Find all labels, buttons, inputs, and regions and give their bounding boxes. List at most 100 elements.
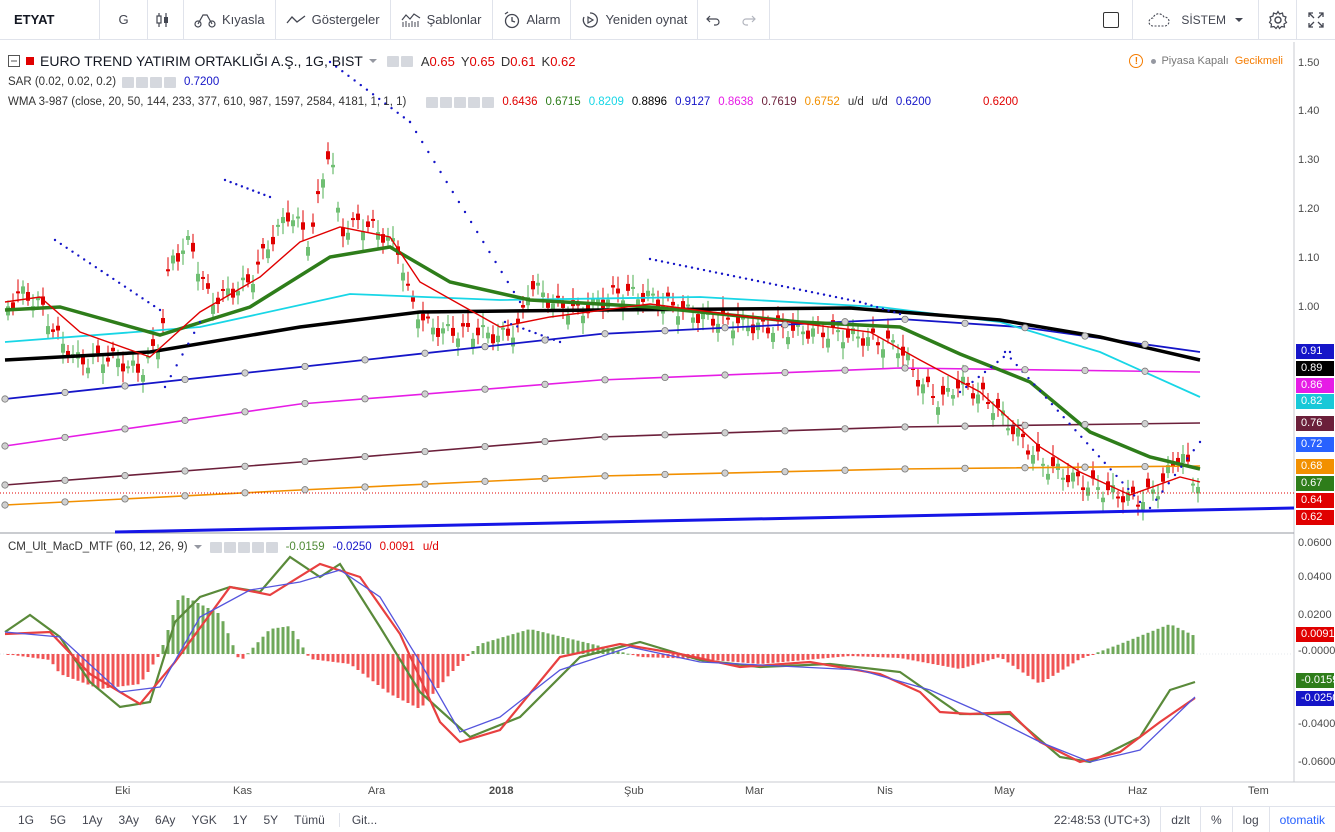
interval-button[interactable]: G (100, 0, 148, 40)
macd-bar (556, 635, 560, 654)
replay-button[interactable]: Yeniden oynat (571, 0, 699, 40)
range-6[interactable]: 1Y (232, 812, 248, 827)
sar-dot (494, 260, 497, 264)
layout-toggle[interactable] (1090, 11, 1132, 28)
range-7[interactable]: 5Y (263, 812, 279, 827)
macd-controls[interactable] (209, 541, 280, 553)
ohlc-value: 0.62 (550, 53, 576, 69)
symbol-search[interactable]: ETYAT (0, 0, 100, 40)
adjust-toggle[interactable]: dzlt (1160, 806, 1200, 832)
wma-node (1021, 421, 1029, 429)
wma-node (301, 362, 309, 371)
candle-body (1166, 465, 1170, 474)
wma-node (661, 327, 669, 335)
ohlc-k: K0.62 (542, 54, 576, 69)
macd-bar (941, 654, 945, 666)
sar-dot (1033, 383, 1036, 386)
wma-value: 0.8896 (631, 96, 668, 108)
macd-bar (361, 654, 365, 674)
candle-body (791, 321, 795, 331)
macd-bar (1051, 654, 1055, 676)
clock-label[interactable]: 22:48:53 (UTC+3) (1053, 812, 1151, 827)
range-4[interactable]: 6Ay (154, 812, 176, 827)
sar-dot (503, 320, 507, 324)
time-tick: Kas (233, 785, 252, 797)
candle-body (941, 385, 945, 395)
auto-toggle[interactable]: otomatik (1268, 806, 1335, 832)
candle-body (296, 216, 300, 219)
macd-bar (11, 654, 15, 656)
macd-bar (771, 654, 775, 663)
range-9[interactable]: Git... (338, 812, 385, 827)
caret-down-icon[interactable] (368, 58, 377, 64)
percent-toggle[interactable]: % (1199, 806, 1232, 832)
candle-body (981, 382, 985, 390)
sar-dot (881, 307, 885, 311)
log-toggle[interactable]: log (1231, 806, 1269, 832)
macd-bar (26, 654, 30, 658)
macd-label[interactable]: CM_Ult_MacD_MTF (60, 12, 26, 9) (8, 541, 188, 553)
redo-button[interactable] (734, 0, 771, 40)
range-1[interactable]: 5G (50, 812, 67, 827)
sar-dot (1015, 363, 1018, 367)
candle-body (1046, 473, 1050, 480)
alert-button[interactable]: Alarm (493, 0, 572, 40)
chart-canvas[interactable] (0, 42, 1335, 806)
sar-dot (94, 266, 98, 269)
candle-body (481, 325, 485, 328)
alarm-clock-icon (504, 10, 519, 28)
sar-dot (1062, 416, 1065, 419)
sar-label[interactable]: SAR (0.02, 0.02, 0.2) (8, 76, 117, 88)
sar-dot (433, 160, 436, 164)
range-5[interactable]: YGK (191, 812, 217, 827)
candle-body (476, 327, 480, 336)
candle-body (51, 329, 55, 332)
candle-body (236, 290, 240, 296)
candle-body (456, 338, 460, 347)
warning-icon[interactable]: ! (1129, 54, 1144, 68)
macd-bar (781, 654, 785, 662)
sar-dot (158, 308, 162, 312)
macd-bar (731, 654, 735, 662)
sar-dot (1180, 465, 1183, 468)
series-controls[interactable] (386, 55, 415, 67)
range-0[interactable]: 1G (18, 812, 35, 827)
wma-orange-line (4, 465, 1201, 506)
macd-bar (366, 654, 370, 678)
macd-tick: 0.0600 (1298, 537, 1332, 549)
chart-type-button[interactable] (148, 0, 184, 40)
indicators-button[interactable]: Göstergeler (276, 0, 391, 40)
price-marker: 0.76 (1296, 416, 1334, 431)
wma-value: 0.8638 (718, 96, 754, 108)
range-3[interactable]: 3Ay (118, 812, 139, 827)
range-2[interactable]: 1Ay (82, 812, 103, 827)
sar-dot (1103, 461, 1106, 465)
undo-button[interactable] (698, 0, 734, 40)
fullscreen-button[interactable] (1297, 11, 1335, 29)
macd-bar (1181, 630, 1185, 654)
candle-body (1196, 486, 1200, 494)
caret-down-icon[interactable] (193, 544, 202, 550)
wma-node (301, 399, 309, 408)
sar-dot (88, 262, 92, 265)
wma-node (241, 489, 249, 497)
sar-controls[interactable] (122, 76, 178, 88)
wma-controls[interactable] (426, 96, 496, 108)
symbol-title[interactable]: EURO TREND YATIRIM ORTAKLIĞI A.Ş., 1G, B… (40, 53, 363, 69)
wma-node (601, 330, 609, 338)
macd-bar (1091, 654, 1095, 655)
candle-body (1051, 457, 1055, 467)
candle-body (1116, 496, 1120, 499)
candle-body (516, 318, 520, 324)
wma-label[interactable]: WMA 3-987 (close, 20, 50, 144, 233, 377,… (8, 96, 407, 108)
templates-button[interactable]: Şablonlar (391, 0, 493, 40)
sar-dot (696, 267, 700, 271)
wma-node (181, 492, 189, 500)
candle-body (851, 328, 855, 335)
cloud-layout-button[interactable]: SİSTEM (1132, 0, 1259, 40)
compare-button[interactable]: Kıyasla (184, 0, 276, 40)
range-8[interactable]: Tümü (294, 812, 325, 827)
candle-body (956, 379, 960, 389)
wma-node (1141, 367, 1149, 375)
settings-button[interactable] (1259, 0, 1297, 40)
